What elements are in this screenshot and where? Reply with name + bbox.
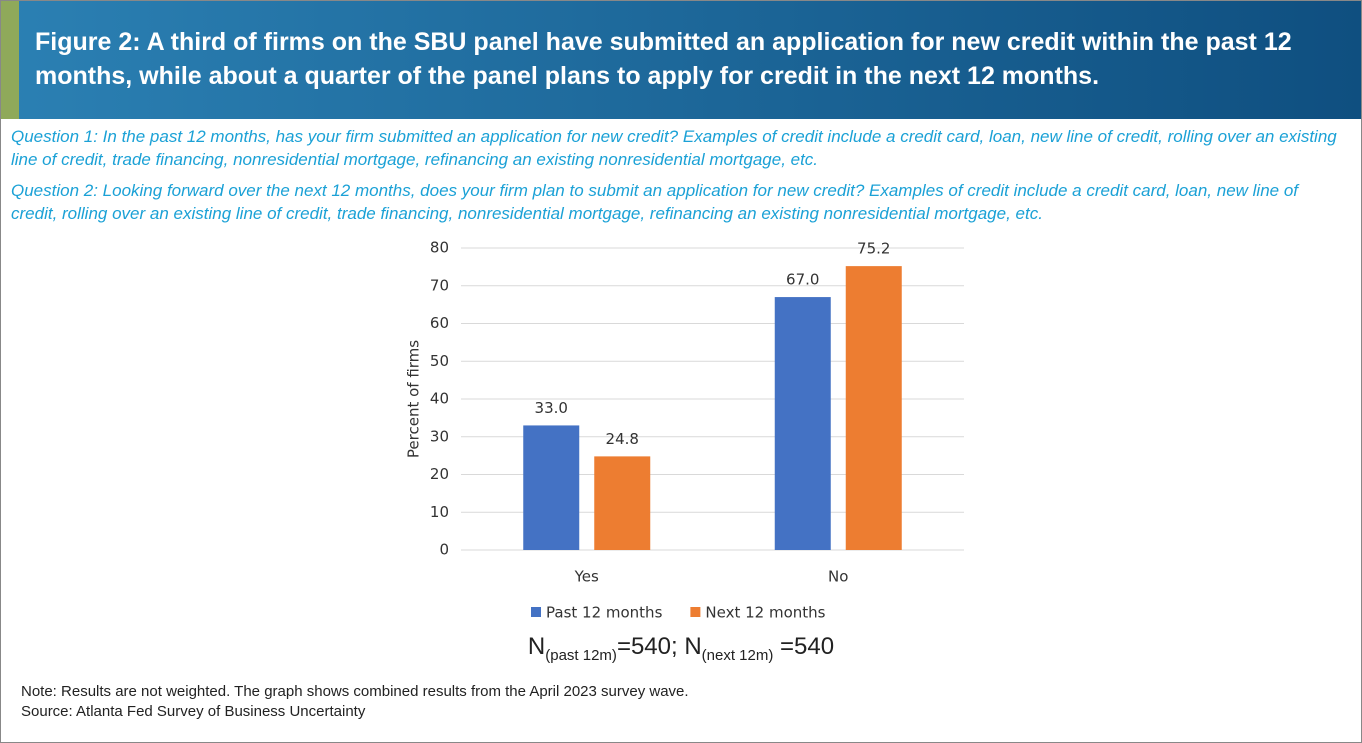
y-tick-label: 50 <box>430 352 449 370</box>
y-axis-title: Percent of firms <box>405 340 423 458</box>
x-tick-label: No <box>828 568 848 586</box>
legend-swatch <box>690 607 701 617</box>
y-tick-label: 20 <box>430 465 449 483</box>
bar <box>774 297 831 550</box>
bar <box>845 266 902 550</box>
legend-label: Past 12 months <box>546 604 663 622</box>
y-tick-label: 60 <box>430 314 449 332</box>
bar <box>594 456 651 550</box>
bar <box>523 425 580 550</box>
note-text: N <box>527 633 546 660</box>
note-text: =540; N <box>616 633 702 660</box>
note: Note: Results are not weighted. The grap… <box>21 683 689 700</box>
y-tick-label: 0 <box>439 541 449 559</box>
sample-size-note: N(past 12m)=540; N(next 12m) =540 <box>1 633 1361 664</box>
source: Source: Atlanta Fed Survey of Business U… <box>21 703 366 720</box>
header <box>1 1 1361 119</box>
value-label: 75.2 <box>857 240 890 258</box>
question: Question 1: In the past 12 months, has y… <box>11 127 1337 169</box>
legend-swatch <box>531 607 541 617</box>
x-tick-label: Yes <box>574 568 599 586</box>
y-tick-label: 80 <box>430 239 449 257</box>
question: Question 2: Looking forward over the nex… <box>11 181 1299 223</box>
y-tick-label: 10 <box>430 503 449 521</box>
note-text: =540 <box>773 633 835 660</box>
legend-label: Next 12 months <box>705 604 825 622</box>
y-tick-label: 30 <box>430 427 449 445</box>
chart: 0 10 20 30 40 50 60 70 80 Percent of firms Yes 33.0… <box>405 239 964 622</box>
value-label: 67.0 <box>786 271 819 289</box>
subscript: (past 12m) <box>545 646 617 664</box>
subscript: (next 12m) <box>701 646 774 664</box>
value-label: 24.8 <box>606 430 639 448</box>
y-tick-label: 70 <box>430 276 449 294</box>
y-tick-label: 40 <box>430 390 449 408</box>
value-label: 33.0 <box>535 399 568 417</box>
title: Figure 2: A third of firms on the SBU pa… <box>35 28 1292 90</box>
accent-strip <box>1 1 19 119</box>
